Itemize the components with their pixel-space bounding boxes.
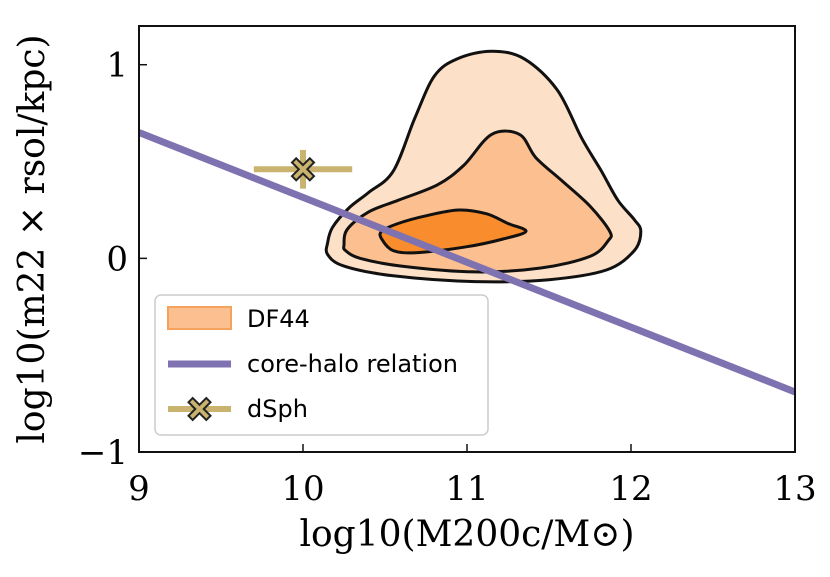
legend-dsph-marker [187, 396, 212, 422]
y-axis-ticks: −1 0 1 [78, 46, 147, 473]
y-tick-label--1: −1 [78, 433, 128, 473]
x-tick-label-12: 12 [609, 469, 652, 509]
legend-dsph-label: dSph [247, 395, 308, 423]
plot-area [139, 49, 795, 396]
y-tick-label-0: 0 [106, 239, 128, 279]
legend-df44-label: DF44 [247, 305, 310, 333]
x-axis-label: log10(M200c/M⊙) [299, 514, 634, 555]
x-tick-label-10: 10 [281, 469, 324, 509]
legend-core-halo-label: core-halo relation [247, 350, 458, 378]
x-axis-ticks: 9 10 11 12 13 [128, 444, 817, 509]
dsph-point [253, 149, 353, 189]
y-axis-label: log10(m22 × rsol/kpc) [12, 34, 53, 443]
legend: DF44 core-halo relation dSph [154, 294, 489, 436]
x-tick-label-11: 11 [445, 469, 488, 509]
dsph-marker [290, 156, 316, 182]
legend-dsph-swatch [168, 396, 231, 422]
legend-box [154, 294, 489, 436]
y-tick-label-1: 1 [106, 46, 128, 86]
core-halo-relation-line [139, 129, 795, 396]
x-tick-label-9: 9 [128, 469, 150, 509]
legend-df44-swatch [167, 306, 232, 330]
x-tick-label-13: 13 [773, 469, 816, 509]
